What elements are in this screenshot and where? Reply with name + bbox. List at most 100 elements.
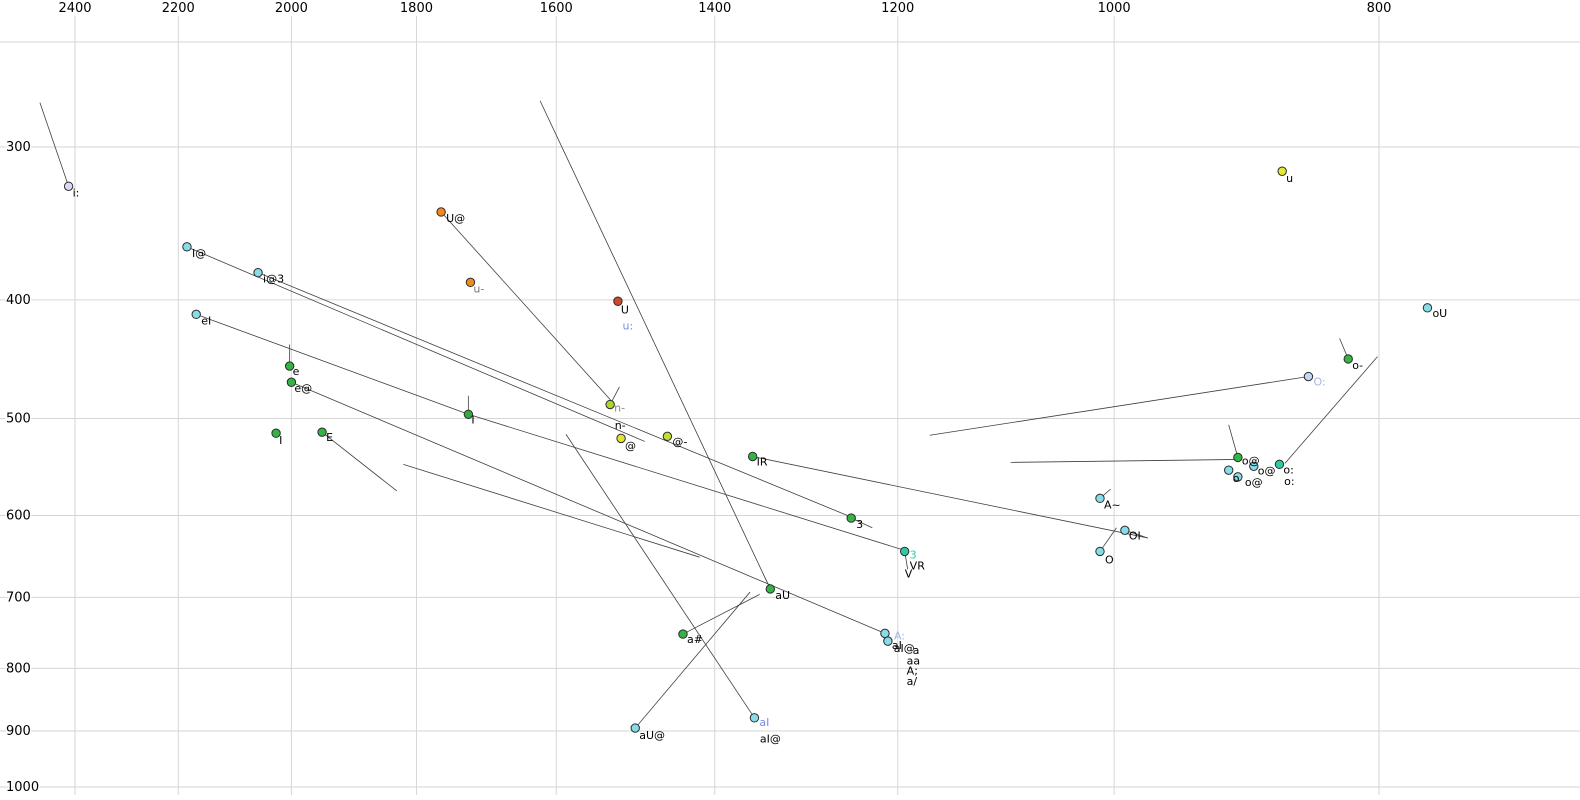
trajectory-line-21 (1284, 356, 1378, 464)
point-dot-o@ (1233, 472, 1243, 482)
point-dot-e (284, 361, 295, 371)
point-label-aU: aU (775, 589, 790, 602)
x-tick-1800: 1800 (400, 1, 433, 16)
point-label-e: e (293, 365, 300, 378)
point-label-a/: a/ (907, 675, 918, 688)
point-dot-aU@ (630, 723, 640, 733)
y-tick-1000: 1000 (6, 780, 39, 795)
point-label-o@: o@ (1258, 464, 1276, 477)
point-label-U@: U@ (446, 212, 465, 225)
point-label-V: V (905, 568, 913, 581)
trajectory-line-5 (539, 100, 771, 590)
trajectory-line-18 (1010, 459, 1238, 463)
point-dot-IR (747, 451, 758, 462)
point-label-eI: eI (201, 314, 211, 327)
x-tick-1000: 1000 (1098, 1, 1131, 16)
point-label-n-: n- (614, 402, 625, 415)
trajectory-line-6 (291, 381, 886, 634)
point-dot-o- (1343, 354, 1353, 364)
point-label-u-: u- (473, 282, 484, 295)
point-label-@: @ (625, 439, 636, 452)
point-dot-I (271, 428, 281, 438)
point-dot-E (317, 427, 327, 437)
point-dot-@- (662, 431, 673, 442)
point-dot-OI (1120, 525, 1130, 536)
y-tick-900: 900 (6, 724, 31, 739)
x-tick-1600: 1600 (540, 1, 573, 16)
point-label-A~: A~ (1104, 498, 1121, 511)
point-dot-@ (616, 433, 626, 444)
y-tick-300: 300 (6, 140, 31, 155)
point-label-aI@: aI@ (894, 642, 915, 655)
point-label-i:: i: (73, 186, 80, 199)
trajectory-line-14 (403, 463, 700, 558)
trajectory-line-19 (929, 376, 1309, 436)
x-tick-800: 800 (1367, 1, 1392, 16)
point-label-I: I (279, 434, 282, 447)
point-dot-u- (465, 277, 476, 288)
point-dot-oU (1422, 303, 1433, 313)
point-label-u:: u: (622, 319, 633, 332)
point-label-IR: IR (757, 455, 768, 468)
point-dot-o@ (1233, 452, 1243, 463)
trajectory-line-26 (682, 593, 760, 635)
trajectory-line-10 (321, 431, 398, 492)
point-dot-o (1223, 465, 1234, 475)
point-dot-aI (749, 713, 760, 723)
y-tick-700: 700 (6, 590, 31, 605)
trajectory-line-1 (186, 246, 645, 442)
point-label-O:: O: (1313, 376, 1325, 389)
point-label-o:: o: (1284, 475, 1294, 488)
point-label-o@: o@ (1242, 454, 1260, 467)
point-label-u: u (1286, 172, 1293, 185)
point-dot-U@ (436, 207, 446, 217)
point-label-a#: a# (687, 633, 703, 646)
trajectory-line-3 (196, 313, 469, 415)
point-label-a: a (913, 644, 920, 657)
point-dot-3 (899, 546, 910, 557)
x-tick-1200: 1200 (881, 1, 914, 16)
trajectory-line-12 (634, 591, 751, 729)
point-dot-n- (605, 399, 615, 410)
point-dot-o@ (1249, 461, 1259, 471)
point-dot-A: (880, 628, 890, 639)
trajectory-line-20 (1228, 424, 1239, 458)
point-label-3: 3 (910, 548, 917, 561)
point-label-aU@: aU@ (639, 729, 665, 742)
point-label-VR: VR (910, 559, 926, 572)
point-label-n-: n- (615, 419, 626, 432)
point-dot-I (463, 409, 474, 419)
point-label-I: I (471, 413, 474, 426)
point-dot-O: (1303, 371, 1314, 382)
trajectory-line-15 (752, 456, 1148, 539)
point-dot-aU (765, 584, 776, 594)
y-tick-600: 600 (6, 508, 31, 523)
point-dot-aI (883, 636, 893, 646)
point-label-oU: oU (1432, 307, 1447, 320)
x-tick-2400: 2400 (58, 1, 91, 16)
point-dot-3 (846, 513, 856, 523)
point-dot-eI (191, 309, 201, 320)
point-dot-U (613, 296, 623, 306)
point-label-OI: OI (1129, 529, 1141, 542)
point-label-aI@: aI@ (760, 732, 781, 745)
point-dot-i@3 (253, 267, 263, 278)
point-label-A;: A; (907, 664, 918, 677)
point-label-o: o (1233, 472, 1240, 485)
x-tick-2200: 2200 (162, 1, 195, 16)
x-tick-2000: 2000 (275, 1, 308, 16)
trajectory-line-2 (257, 272, 857, 520)
y-tick-800: 800 (6, 661, 31, 676)
point-label-I@: I@ (192, 247, 206, 260)
point-label-o-: o- (1352, 359, 1363, 372)
point-dot-A~ (1095, 493, 1105, 504)
point-dot-O (1095, 546, 1105, 557)
trajectory-line-13 (565, 434, 755, 719)
point-label-U: U (621, 303, 629, 316)
trajectory-line-0 (39, 102, 69, 187)
point-dot-o: (1274, 459, 1285, 470)
point-label-o:: o: (1283, 463, 1293, 476)
y-tick-500: 500 (6, 412, 31, 427)
